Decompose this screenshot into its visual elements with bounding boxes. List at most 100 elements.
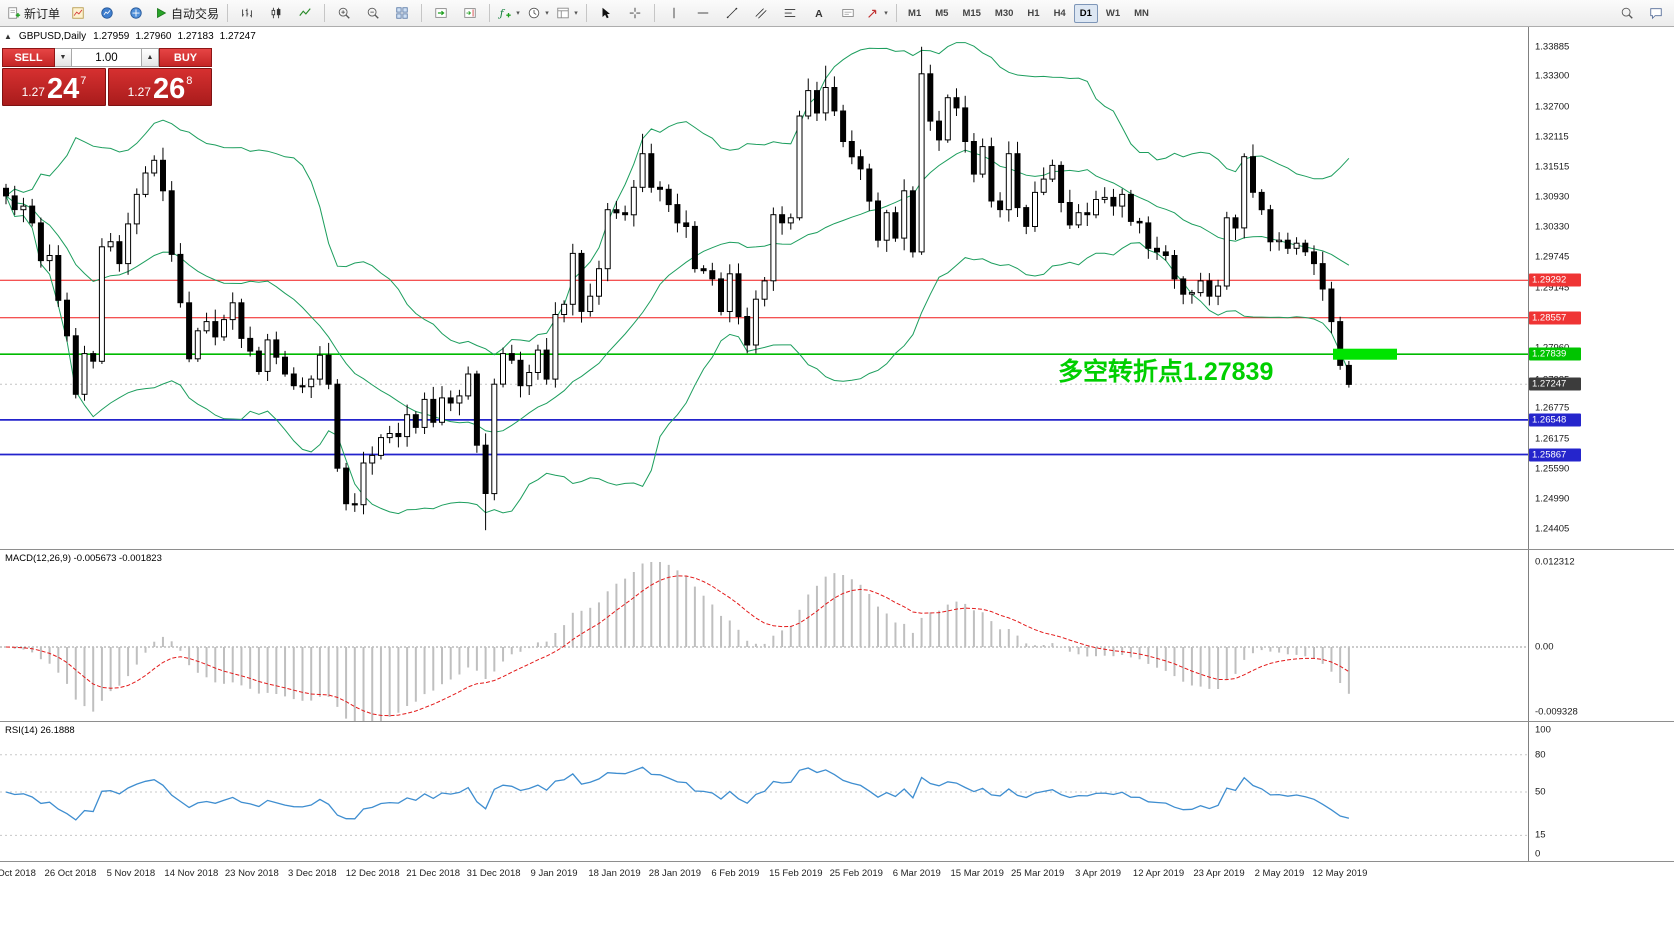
label-tool-button[interactable] — [834, 2, 862, 24]
chart-shift-icon — [464, 8, 476, 18]
candlestick-chart-button[interactable] — [262, 2, 290, 24]
date-label: 23 Nov 2018 — [224, 868, 279, 879]
zoom-out-button[interactable] — [359, 2, 387, 24]
chat-button[interactable] — [1642, 2, 1670, 24]
date-label: 15 Feb 2019 — [769, 868, 823, 879]
timeframe-m30[interactable]: M30 — [994, 7, 1014, 19]
one-click-collapse-arrow[interactable]: ▲ — [4, 32, 12, 41]
vertical-line-tool-button[interactable] — [660, 2, 688, 24]
rsi-canvas[interactable] — [0, 722, 1528, 861]
timeframe-m1[interactable]: M1 — [908, 7, 922, 19]
auto-scroll-button[interactable] — [427, 2, 455, 24]
zoom-in-icon — [338, 7, 350, 19]
navigator-button[interactable] — [122, 2, 150, 24]
macd-panel: MACD(12,26,9) -0.005673 -0.001823 0.0123… — [0, 550, 1674, 722]
ask-quote-box[interactable]: 1.27 26 8 — [108, 68, 212, 106]
periods-button[interactable]: ▾ — [524, 2, 552, 24]
chevron-down-icon: ▾ — [516, 10, 520, 17]
label-icon — [842, 9, 854, 17]
price-axis-label: 1.24990 — [1535, 493, 1570, 505]
timeframe-w1[interactable]: W1 — [1105, 7, 1121, 19]
market-watch-button[interactable] — [93, 2, 121, 24]
toolbar: 新订单 自动交易 ƒ ▾ ▾ — [0, 0, 1674, 27]
date-label: 26 Oct 2018 — [44, 868, 97, 879]
price-marker-blue: 1.25867 — [1529, 448, 1581, 462]
fibonacci-tool-button[interactable] — [776, 2, 804, 24]
volume-increase-button[interactable]: ▲ — [142, 48, 159, 67]
macd-axis: 0.012312 0.00 -0.009328 — [1528, 550, 1674, 721]
templates-icon — [557, 7, 569, 19]
text-tool-button[interactable]: A — [805, 2, 833, 24]
macd-histogram — [13, 562, 1350, 721]
price-marker-blue: 1.26548 — [1529, 413, 1581, 427]
arrows-tool-button[interactable]: ▾ — [863, 2, 891, 24]
horizontal-lines-layer[interactable] — [0, 279, 1528, 456]
macd-axis-label: 0.00 — [1535, 641, 1554, 653]
candlestick-chart-icon — [271, 7, 281, 19]
price-marker-green: 1.27839 — [1529, 347, 1581, 361]
templates-button[interactable]: ▾ — [553, 2, 581, 24]
bar-chart-button[interactable] — [233, 2, 261, 24]
price-axis-label: 1.29145 — [1535, 282, 1570, 294]
date-label: 28 Jan 2019 — [648, 868, 702, 879]
tile-windows-button[interactable] — [388, 2, 416, 24]
indicators-button[interactable]: ƒ ▾ — [495, 2, 523, 24]
timeframe-m5[interactable]: M5 — [935, 7, 949, 19]
main-chart-panel: 多空转折点1.27839 ▲ GBPUSD,Daily 1.27959 1.27… — [0, 27, 1674, 550]
search-button[interactable] — [1613, 2, 1641, 24]
line-chart-button[interactable] — [291, 2, 319, 24]
new-order-button[interactable]: 新订单 — [4, 2, 63, 24]
fibonacci-icon — [784, 9, 796, 17]
date-axis[interactable]: 17 Oct 2018 26 Oct 2018 5 Nov 2018 14 Nov 2… — [0, 862, 1674, 890]
timeframe-m15[interactable]: M15 — [962, 7, 981, 19]
trendline-tool-button[interactable] — [718, 2, 746, 24]
line-chart-icon — [299, 8, 311, 16]
bar-chart-icon — [242, 8, 252, 18]
sell-button[interactable]: SELL — [2, 48, 55, 67]
trendline-icon — [726, 7, 738, 19]
rsi-axis-label: 15 — [1535, 829, 1546, 841]
channel-tool-button[interactable] — [747, 2, 775, 24]
crosshair-button[interactable] — [621, 2, 649, 24]
triangle-down-icon: ▼ — [59, 54, 67, 61]
date-label: 25 Feb 2019 — [829, 868, 883, 879]
highlight-bar[interactable] — [1333, 348, 1397, 360]
timeframe-h4[interactable]: H4 — [1053, 7, 1066, 19]
search-icon — [1621, 7, 1633, 19]
new-chart-button[interactable] — [64, 2, 92, 24]
autotrade-button[interactable]: 自动交易 — [151, 2, 222, 24]
price-marker-red: 1.29292 — [1529, 273, 1581, 287]
bid-quote-box[interactable]: 1.27 24 7 — [2, 68, 106, 106]
timeframe-d1[interactable]: D1 — [1073, 3, 1098, 23]
horizontal-line-tool-button[interactable] — [689, 2, 717, 24]
volume-input[interactable]: 1.00 — [72, 48, 142, 67]
chat-icon — [1650, 8, 1662, 20]
main-chart-canvas[interactable]: 多空转折点1.27839 — [0, 27, 1528, 549]
crosshair-icon — [629, 7, 641, 19]
bollinger-bands-layer — [5, 42, 1350, 515]
timeframe-h1[interactable]: H1 — [1027, 7, 1040, 19]
price-marker-current: 1.27247 — [1529, 377, 1581, 391]
text-icon: A — [815, 8, 823, 20]
chart-info-line: ▲ GBPUSD,Daily 1.27959 1.27960 1.27183 1… — [4, 31, 256, 42]
price-axis-label: 1.25590 — [1535, 463, 1570, 475]
ask-price-pip: 8 — [186, 75, 193, 87]
price-axis-label: 1.30930 — [1535, 191, 1570, 203]
cursor-button[interactable] — [592, 2, 620, 24]
timeframe-mn[interactable]: MN — [1134, 7, 1149, 19]
toolbar-separator — [324, 4, 326, 22]
rsi-axis-label: 100 — [1535, 724, 1551, 736]
toolbar-separator — [586, 4, 588, 22]
triangle-up-icon: ▲ — [146, 54, 154, 61]
zoom-out-icon — [367, 7, 379, 19]
price-axis[interactable]: 1.33885 1.33300 1.32700 1.32115 1.31515 1.309… — [1528, 27, 1674, 549]
date-label: 17 Oct 2018 — [0, 868, 36, 879]
chart-shift-button[interactable] — [456, 2, 484, 24]
macd-canvas[interactable] — [0, 550, 1528, 721]
annotation-text[interactable]: 多空转折点1.27839 — [1058, 357, 1273, 386]
date-label: 3 Apr 2019 — [1075, 868, 1122, 879]
volume-decrease-button[interactable]: ▼ — [55, 48, 72, 67]
zoom-in-button[interactable] — [330, 2, 358, 24]
auto-scroll-icon — [435, 8, 447, 18]
buy-button[interactable]: BUY — [159, 48, 212, 67]
